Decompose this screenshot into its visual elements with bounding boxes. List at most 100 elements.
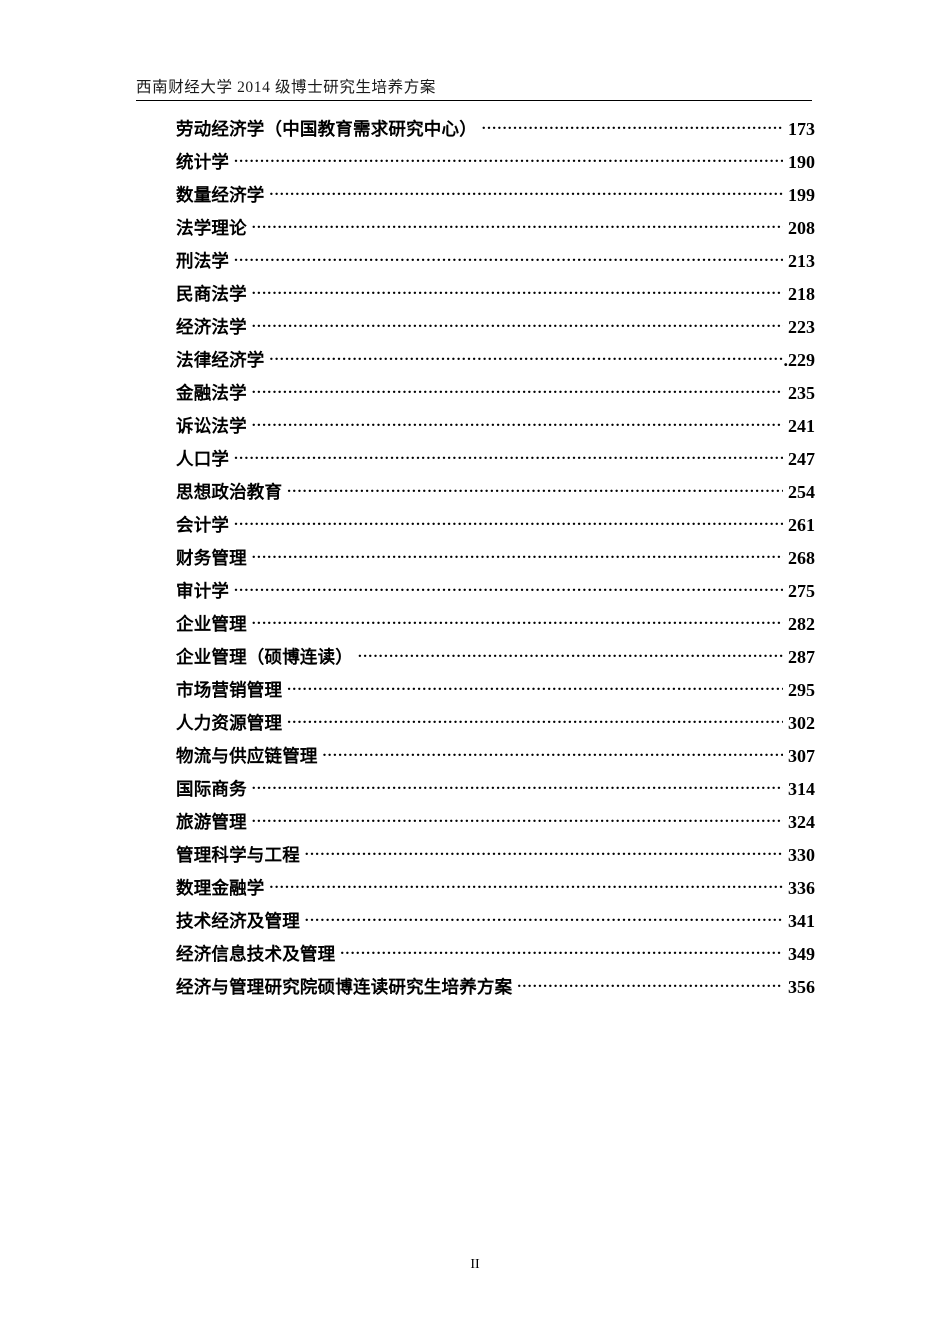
toc-dot-leader bbox=[252, 812, 783, 828]
toc-entry[interactable]: 统计学 190 bbox=[176, 149, 815, 182]
toc-entry[interactable]: 企业管理（硕博连读） 287 bbox=[176, 644, 815, 677]
toc-dot-leader bbox=[358, 647, 783, 663]
toc-entry-page-number: 275 bbox=[788, 581, 815, 601]
toc-dot-leader bbox=[252, 284, 783, 300]
toc-entry-page-number: 218 bbox=[788, 284, 815, 304]
toc-entry-title: 劳动经济学（中国教育需求研究中心） bbox=[176, 120, 477, 140]
toc-dot-leader bbox=[252, 416, 783, 432]
toc-entry-title: 思想政治教育 bbox=[176, 483, 283, 503]
toc-entry-page-number: 302 bbox=[788, 713, 815, 733]
toc-entry-title: 财务管理 bbox=[176, 549, 247, 569]
footer-page-number: II bbox=[470, 1257, 480, 1272]
toc-entry-title: 人力资源管理 bbox=[176, 714, 283, 734]
toc-dot-leader bbox=[323, 746, 783, 762]
toc-dot-leader bbox=[287, 680, 783, 696]
toc-dot-leader bbox=[252, 383, 783, 399]
toc-entry[interactable]: 刑法学 213 bbox=[176, 248, 815, 281]
toc-entry[interactable]: 法学理论 208 bbox=[176, 215, 815, 248]
toc-entry[interactable]: 审计学 275 bbox=[176, 578, 815, 611]
toc-entry-page-number: 208 bbox=[788, 218, 815, 238]
toc-entry[interactable]: 思想政治教育 254 bbox=[176, 479, 815, 512]
toc-entry[interactable]: 民商法学 218 bbox=[176, 281, 815, 314]
toc-entry-page-number: 356 bbox=[788, 977, 815, 997]
toc-dot-leader bbox=[517, 977, 783, 993]
toc-entry[interactable]: 市场营销管理 295 bbox=[176, 677, 815, 710]
toc-entry[interactable]: 国际商务 314 bbox=[176, 776, 815, 809]
toc-entry-title: 经济法学 bbox=[176, 318, 247, 338]
toc-entry-page-number: 314 bbox=[788, 779, 815, 799]
toc-entry-page-number: 261 bbox=[788, 515, 815, 535]
toc-entry[interactable]: 旅游管理 324 bbox=[176, 809, 815, 842]
toc-entry-title: 法学理论 bbox=[176, 219, 247, 239]
toc-entry[interactable]: 劳动经济学（中国教育需求研究中心） 173 bbox=[176, 116, 815, 149]
toc-entry-page-number: 307 bbox=[788, 746, 815, 766]
toc-dot-leader bbox=[234, 515, 783, 531]
toc-entry[interactable]: 企业管理 282 bbox=[176, 611, 815, 644]
toc-entry-page-number: 190 bbox=[788, 152, 815, 172]
toc-entry-page-number: 254 bbox=[788, 482, 815, 502]
toc-dot-leader bbox=[252, 218, 783, 234]
toc-entry-title: 人口学 bbox=[176, 450, 230, 470]
toc-entry[interactable]: 人口学 247 bbox=[176, 446, 815, 479]
toc-entry-title: 数理金融学 bbox=[176, 879, 265, 899]
toc-entry-title: 经济与管理研究院硕博连读研究生培养方案 bbox=[176, 978, 513, 998]
toc-entry[interactable]: 会计学 261 bbox=[176, 512, 815, 545]
toc-dot-leader bbox=[252, 614, 783, 630]
toc-entry-title: 技术经济及管理 bbox=[176, 912, 300, 932]
toc-entry-title: 审计学 bbox=[176, 582, 230, 602]
toc-entry-title: 经济信息技术及管理 bbox=[176, 945, 336, 965]
toc-dot-leader bbox=[270, 185, 784, 201]
toc-entry[interactable]: 经济法学 223 bbox=[176, 314, 815, 347]
toc-entry[interactable]: 金融法学 235 bbox=[176, 380, 815, 413]
running-header-title: 西南财经大学 2014 级博士研究生培养方案 bbox=[136, 79, 436, 96]
toc-dot-leader bbox=[482, 119, 783, 135]
toc-entry-title: 诉讼法学 bbox=[176, 417, 247, 437]
toc-entry-page-number: 324 bbox=[788, 812, 815, 832]
toc-entry-page-number: 223 bbox=[788, 317, 815, 337]
toc-entry-page-number: 199 bbox=[788, 185, 815, 205]
page-footer: II bbox=[0, 1255, 950, 1273]
toc-entry-title: 企业管理 bbox=[176, 615, 247, 635]
toc-entry-page-number: 268 bbox=[788, 548, 815, 568]
toc-dot-leader bbox=[252, 779, 783, 795]
toc-entry[interactable]: 经济信息技术及管理 349 bbox=[176, 941, 815, 974]
toc-entry-title: 金融法学 bbox=[176, 384, 247, 404]
toc-entry-title: 市场营销管理 bbox=[176, 681, 283, 701]
toc-entry-page-number: 235 bbox=[788, 383, 815, 403]
toc-dot-leader bbox=[234, 152, 783, 168]
toc-entry[interactable]: 物流与供应链管理 307 bbox=[176, 743, 815, 776]
toc-entry-page-number: 295 bbox=[788, 680, 815, 700]
toc-entry-title: 民商法学 bbox=[176, 285, 247, 305]
toc-entry-title: 管理科学与工程 bbox=[176, 846, 300, 866]
toc-dot-leader bbox=[270, 878, 784, 894]
toc-entry-page-number: 349 bbox=[788, 944, 815, 964]
toc-entry[interactable]: 诉讼法学 241 bbox=[176, 413, 815, 446]
toc-dot-leader bbox=[252, 548, 783, 564]
toc-entry[interactable]: 数理金融学 336 bbox=[176, 875, 815, 908]
toc-dot-leader bbox=[270, 350, 783, 366]
toc-entry[interactable]: 人力资源管理 302 bbox=[176, 710, 815, 743]
toc-entry[interactable]: 财务管理 268 bbox=[176, 545, 815, 578]
toc-entry-title: 国际商务 bbox=[176, 780, 247, 800]
toc-entry-title: 会计学 bbox=[176, 516, 230, 536]
toc-entry-page-number: 247 bbox=[788, 449, 815, 469]
toc-entry-title: 企业管理（硕博连读） bbox=[176, 648, 353, 668]
toc-dot-leader bbox=[252, 317, 783, 333]
toc-entry[interactable]: 经济与管理研究院硕博连读研究生培养方案 356 bbox=[176, 974, 815, 1007]
toc-entry[interactable]: 技术经济及管理 341 bbox=[176, 908, 815, 941]
toc-dot-leader bbox=[287, 482, 783, 498]
table-of-contents: 劳动经济学（中国教育需求研究中心） 173 统计学 190 数量经济学 199 法学理论 20… bbox=[176, 116, 815, 1007]
toc-entry[interactable]: 数量经济学 199 bbox=[176, 182, 815, 215]
toc-entry-page-number: .229 bbox=[783, 350, 816, 370]
toc-entry[interactable]: 管理科学与工程 330 bbox=[176, 842, 815, 875]
toc-entry-page-number: 241 bbox=[788, 416, 815, 436]
toc-entry-title: 物流与供应链管理 bbox=[176, 747, 318, 767]
toc-entry[interactable]: 法律经济学 .229 bbox=[176, 347, 815, 380]
toc-dot-leader bbox=[234, 581, 783, 597]
toc-dot-leader bbox=[305, 845, 783, 861]
toc-dot-leader bbox=[234, 449, 783, 465]
toc-entry-page-number: 336 bbox=[788, 878, 815, 898]
toc-entry-page-number: 213 bbox=[788, 251, 815, 271]
header-divider bbox=[136, 100, 812, 101]
